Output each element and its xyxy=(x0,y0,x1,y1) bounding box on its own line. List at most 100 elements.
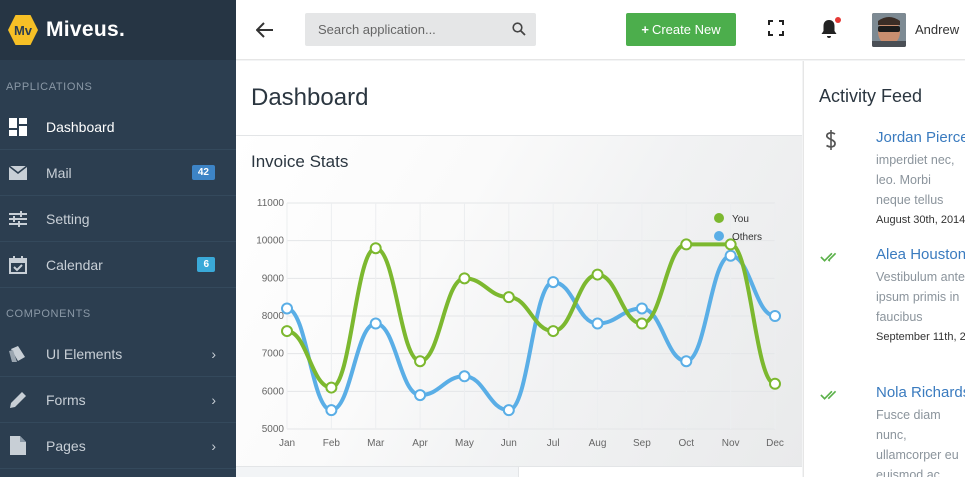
dollar-icon xyxy=(820,129,842,151)
activity-feed: Activity Feed Jordan Pierce imperdiet ne… xyxy=(803,61,965,477)
data-point-you xyxy=(547,325,560,338)
y-tick-label: 11000 xyxy=(257,198,285,209)
search-box xyxy=(305,13,536,46)
brand-name: Miveus. xyxy=(46,18,126,41)
sidebar-item-pages[interactable]: Pages › xyxy=(0,423,236,469)
mail-icon xyxy=(8,163,28,183)
double-check-icon xyxy=(820,384,842,406)
legend-swatch-others xyxy=(714,231,724,241)
sidebar-item-dashboard[interactable]: Dashboard xyxy=(0,104,236,150)
page-header: Dashboard xyxy=(236,61,802,136)
topbar: + Create New Andrew xyxy=(236,0,965,60)
data-point-others xyxy=(635,302,648,315)
data-point-you xyxy=(724,238,737,251)
invoice-stats-panel: 11000 10000 9000 8000 7000 6000 5000 Jan Feb Mar A… xyxy=(236,136,802,466)
x-tick-label: Sep xyxy=(633,438,651,449)
panel-footer xyxy=(236,466,802,477)
notification-bell-icon[interactable] xyxy=(820,17,841,44)
brand-logo: Mv xyxy=(8,15,38,45)
notification-dot xyxy=(835,17,841,23)
back-arrow-icon[interactable] xyxy=(254,19,276,41)
x-tick-label: Oct xyxy=(678,438,694,449)
sidebar-item-label: Setting xyxy=(46,210,90,227)
x-tick-label: Nov xyxy=(722,438,740,449)
legend-swatch-you xyxy=(714,213,724,223)
calendar-count-badge: 6 xyxy=(197,257,215,272)
sidebar-item-label: Pages xyxy=(46,437,86,454)
x-tick-label: Jan xyxy=(279,438,295,449)
y-tick-label: 5000 xyxy=(262,424,285,435)
sidebar-item-label: Forms xyxy=(46,391,86,408)
data-point-others xyxy=(547,276,560,289)
sidebar-item-setting[interactable]: Setting xyxy=(0,196,236,242)
sidebar-item-ui-elements[interactable]: UI Elements › xyxy=(0,331,236,377)
double-check-icon xyxy=(820,246,842,268)
x-tick-label: Apr xyxy=(412,438,428,449)
mail-count-badge: 42 xyxy=(191,165,215,180)
invoice-stats-chart: 11000 10000 9000 8000 7000 6000 5000 Jan Feb Mar A… xyxy=(256,198,784,449)
x-tick-label: Aug xyxy=(589,438,607,449)
y-tick-label: 7000 xyxy=(262,349,285,360)
data-point-you xyxy=(325,381,338,394)
feed-item-date: September 11th, 2014 xyxy=(876,331,965,343)
feed-item-text: Vestibulum ante ipsum primis in faucibus… xyxy=(876,267,965,347)
y-tick-label: 8000 xyxy=(262,311,285,322)
data-point-you xyxy=(591,268,604,281)
sliders-icon xyxy=(8,209,28,229)
feed-item-text: imperdiet nec, leo. Morbi neque tellus A… xyxy=(876,150,965,230)
create-new-button[interactable]: + Create New xyxy=(626,13,736,46)
dashboard-icon xyxy=(8,117,28,137)
data-point-others xyxy=(281,302,293,315)
data-point-others xyxy=(414,389,427,402)
feed-item-name[interactable]: Jordan Pierce xyxy=(876,129,965,146)
user-name[interactable]: Andrew xyxy=(915,22,960,37)
sidebar: Mv Miveus. APPLICATIONS Dashboard Mail 4… xyxy=(0,0,236,477)
data-point-you xyxy=(680,238,693,251)
sidebar-item-forms[interactable]: Forms › xyxy=(0,377,236,423)
feed-item-name[interactable]: Nola Richardson xyxy=(876,384,965,401)
data-point-others xyxy=(369,317,382,330)
sidebar-item-calendar[interactable]: Calendar 6 xyxy=(0,242,236,288)
data-point-others xyxy=(680,355,693,368)
legend-label-others: Others xyxy=(732,232,762,243)
data-point-you xyxy=(502,291,515,304)
feed-item-name[interactable]: Alea Houston xyxy=(876,246,965,263)
fullscreen-icon[interactable] xyxy=(768,20,784,41)
data-point-others xyxy=(769,310,781,322)
data-point-you xyxy=(635,317,648,330)
data-point-others xyxy=(325,404,338,417)
series-line-others xyxy=(285,253,777,413)
feed-item-text: Fusce diam nunc, ullamcorper eu euismod … xyxy=(876,408,959,477)
brand[interactable]: Mv Miveus. xyxy=(0,0,236,60)
x-tick-label: Jul xyxy=(547,438,560,449)
data-point-others xyxy=(591,317,604,330)
page-title: Dashboard xyxy=(251,84,369,111)
chevron-right-icon: › xyxy=(211,437,216,454)
activity-feed-title: Activity Feed xyxy=(819,86,923,106)
data-point-you xyxy=(769,377,781,390)
sidebar-item-mail[interactable]: Mail 42 xyxy=(0,150,236,196)
search-input[interactable] xyxy=(305,22,500,37)
sidebar-item-label: Mail xyxy=(46,164,72,181)
chevron-right-icon: › xyxy=(211,391,216,408)
sidebar-item-label: Dashboard xyxy=(46,118,115,135)
y-tick-label: 10000 xyxy=(256,236,284,247)
data-point-you xyxy=(281,325,293,338)
section-title-components: COMPONENTS xyxy=(6,308,91,320)
avatar[interactable] xyxy=(872,13,906,47)
data-point-you xyxy=(458,272,471,285)
y-tick-label: 6000 xyxy=(262,386,285,397)
x-tick-label: May xyxy=(455,438,474,449)
pencil-icon xyxy=(8,390,28,410)
search-icon[interactable] xyxy=(512,22,526,41)
ui-elements-icon xyxy=(8,344,28,364)
data-point-others xyxy=(724,249,737,262)
feed-item-date: August 30th, 2014 xyxy=(876,214,965,226)
x-tick-label: Feb xyxy=(323,438,341,449)
data-point-others xyxy=(458,370,471,383)
legend-label-you: You xyxy=(732,214,749,225)
sidebar-item-label: Calendar xyxy=(46,256,103,273)
y-tick-label: 9000 xyxy=(262,273,285,284)
data-point-you xyxy=(369,242,382,255)
panel-title: Invoice Stats xyxy=(251,152,349,171)
